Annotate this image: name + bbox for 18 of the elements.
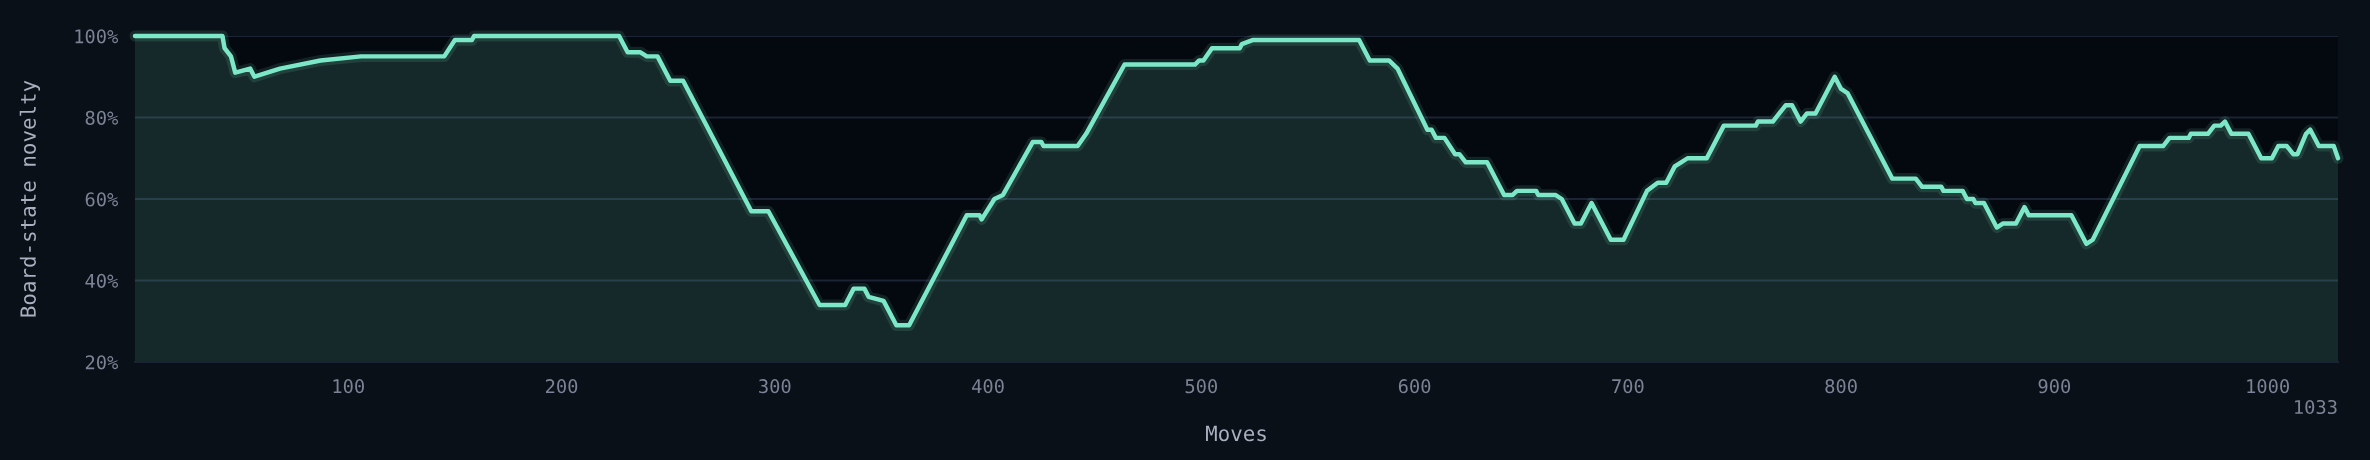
y-axis-title: Board-state novelty	[19, 80, 40, 317]
x-axis-title: Moves	[1206, 425, 1266, 442]
x-tick-label: 600	[1398, 379, 1431, 394]
y-tick-label: 40%	[85, 273, 119, 288]
y-tick-label: 100%	[75, 29, 119, 44]
text: 1033	[2295, 399, 2337, 415]
x-tick-label: 100	[333, 379, 364, 394]
x-tick-label: 900	[2038, 379, 2071, 394]
x-tick-label: 200	[545, 379, 578, 394]
x-tick-label: 400	[972, 379, 1004, 394]
x-tick-label: 500	[1185, 379, 1218, 394]
x-tick-label: 1000	[2247, 379, 2289, 394]
y-tick-label: 60%	[85, 192, 119, 207]
y-tick-label: 20%	[85, 355, 119, 370]
x-tick-label: 700	[1612, 379, 1644, 394]
x-tick-label: 800	[1825, 379, 1857, 394]
y-tick-label: 80%	[85, 110, 119, 125]
x-tick-label: 300	[759, 379, 791, 394]
